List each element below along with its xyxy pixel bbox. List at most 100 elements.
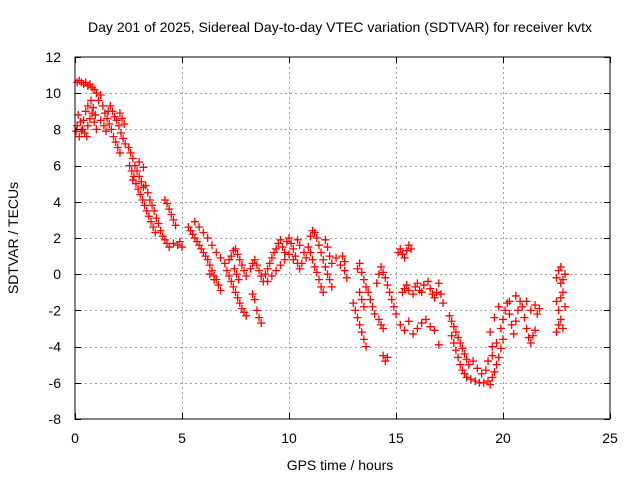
- data-point: [509, 329, 518, 338]
- data-point: [404, 317, 413, 326]
- data-point: [494, 353, 503, 362]
- data-point: [417, 319, 426, 328]
- data-point: [349, 299, 358, 308]
- data-point: [486, 328, 495, 337]
- data-point: [466, 375, 475, 384]
- data-point: [96, 116, 105, 125]
- data-point: [332, 253, 341, 262]
- data-point: [374, 315, 383, 324]
- data-point: [137, 177, 146, 186]
- x-tick-label: 0: [71, 430, 79, 446]
- data-point: [552, 273, 561, 282]
- data-point: [462, 373, 471, 382]
- data-point: [379, 351, 388, 360]
- x-axis-label: GPS time / hours: [287, 457, 394, 473]
- data-point: [526, 338, 535, 347]
- data-point: [295, 241, 304, 250]
- data-point: [220, 259, 229, 268]
- data-point: [558, 324, 567, 333]
- data-point: [235, 255, 244, 264]
- data-point: [304, 243, 313, 252]
- data-point: [75, 132, 84, 141]
- data-point: [396, 244, 405, 253]
- data-point: [289, 244, 298, 253]
- data-point: [454, 353, 463, 362]
- data-point: [406, 244, 415, 253]
- data-point: [490, 313, 499, 322]
- data-point: [119, 134, 128, 143]
- data-point: [357, 328, 366, 337]
- data-point: [267, 253, 276, 262]
- data-point: [124, 143, 133, 152]
- data-point: [127, 167, 136, 176]
- data-point: [272, 266, 281, 275]
- data-point: [449, 322, 458, 331]
- y-tick-label: 8: [53, 121, 61, 137]
- y-tick-label: 0: [53, 266, 61, 282]
- data-point: [402, 246, 411, 255]
- data-point: [522, 297, 531, 306]
- data-point: [79, 116, 88, 125]
- data-point: [190, 217, 199, 226]
- data-point: [115, 109, 124, 118]
- data-point: [113, 143, 122, 152]
- data-point: [518, 302, 527, 311]
- data-point: [528, 331, 537, 340]
- data-point: [205, 270, 214, 279]
- x-tick-label: 10: [281, 430, 297, 446]
- data-point: [353, 313, 362, 322]
- data-point: [126, 148, 135, 157]
- data-point: [167, 210, 176, 219]
- data-point: [141, 181, 150, 190]
- data-point: [370, 310, 379, 319]
- data-point: [257, 272, 266, 281]
- data-point: [257, 319, 266, 328]
- data-point: [432, 288, 441, 297]
- data-point: [554, 306, 563, 315]
- data-point: [492, 338, 501, 347]
- data-point: [276, 261, 285, 270]
- data-point: [207, 241, 216, 250]
- data-point: [102, 127, 111, 136]
- data-point: [355, 259, 364, 268]
- data-point: [409, 329, 418, 338]
- data-point: [242, 272, 251, 281]
- data-point: [248, 290, 257, 299]
- data-point: [171, 221, 180, 230]
- data-point: [272, 244, 281, 253]
- data-point: [362, 282, 371, 291]
- data-point: [214, 281, 223, 290]
- data-point: [499, 335, 507, 344]
- data-point: [91, 110, 100, 119]
- data-point: [426, 284, 435, 293]
- data-point: [496, 344, 505, 353]
- y-tick-label: 2: [53, 230, 61, 246]
- data-point: [152, 214, 161, 223]
- data-point: [105, 119, 114, 128]
- data-point: [111, 138, 120, 147]
- data-point: [142, 206, 151, 215]
- data-point: [83, 101, 92, 110]
- data-point: [289, 255, 298, 264]
- x-tick-label: 25: [602, 430, 618, 446]
- axis-ticks: [75, 57, 611, 420]
- data-point: [492, 360, 501, 369]
- data-point: [531, 326, 540, 335]
- data-point: [310, 262, 319, 271]
- data-point: [477, 369, 486, 378]
- data-point: [117, 129, 126, 138]
- data-point: [203, 255, 212, 264]
- data-point: [135, 157, 144, 166]
- data-point: [314, 241, 323, 250]
- data-point: [246, 264, 255, 273]
- data-point: [82, 132, 91, 141]
- data-point: [169, 239, 178, 248]
- y-tick-label: -4: [49, 339, 62, 355]
- data-point: [240, 266, 249, 275]
- data-point: [359, 275, 368, 284]
- data-point: [556, 315, 565, 324]
- data-point: [276, 235, 285, 244]
- data-point: [355, 320, 364, 329]
- data-point: [107, 125, 116, 134]
- data-point: [554, 320, 563, 329]
